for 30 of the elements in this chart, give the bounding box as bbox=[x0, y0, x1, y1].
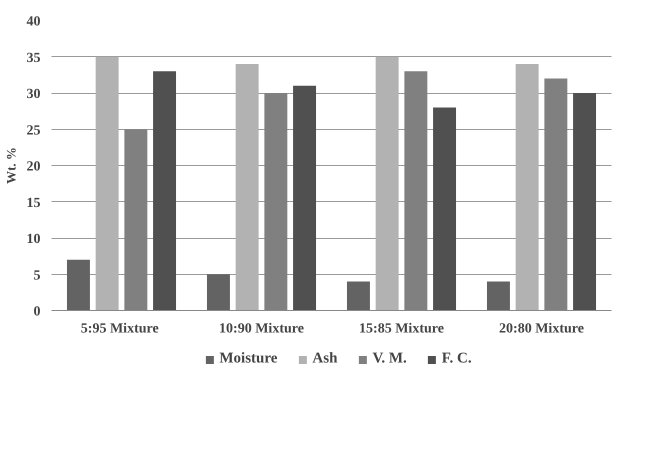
y-axis-title: Wt. % bbox=[4, 147, 18, 184]
legend-label: Moisture bbox=[219, 350, 278, 368]
y-tick-label: 30 bbox=[26, 87, 40, 102]
x-tick-label: 5:95 Mixture bbox=[80, 322, 159, 336]
legend-label: V. M. bbox=[372, 350, 407, 368]
y-tick-label: 15 bbox=[26, 196, 40, 211]
bar bbox=[573, 93, 596, 310]
bar bbox=[433, 108, 456, 310]
y-tick-label: 10 bbox=[26, 232, 40, 247]
bar bbox=[376, 56, 399, 310]
bar bbox=[206, 274, 230, 310]
y-tick-label: 40 bbox=[26, 14, 40, 30]
bar bbox=[153, 71, 176, 310]
bar bbox=[486, 282, 510, 310]
legend-label: F. C. bbox=[442, 350, 472, 368]
y-tick-label: 0 bbox=[34, 304, 40, 320]
y-tick-label: 25 bbox=[26, 123, 40, 138]
bar bbox=[66, 260, 90, 310]
x-tick-label: 15:85 Mixture bbox=[359, 322, 444, 336]
legend-label: Ash bbox=[312, 350, 338, 368]
x-tick-label: 20:80 Mixture bbox=[499, 322, 584, 336]
bar bbox=[96, 56, 119, 310]
bar bbox=[346, 282, 370, 310]
bar bbox=[236, 64, 259, 310]
y-tick-label: 20 bbox=[26, 160, 40, 174]
bar bbox=[516, 64, 539, 310]
y-tick-label: 35 bbox=[26, 50, 40, 66]
y-tick-label: 5 bbox=[34, 268, 40, 284]
x-tick-label: 10:90 Mixture bbox=[219, 322, 304, 336]
bar bbox=[293, 86, 316, 310]
